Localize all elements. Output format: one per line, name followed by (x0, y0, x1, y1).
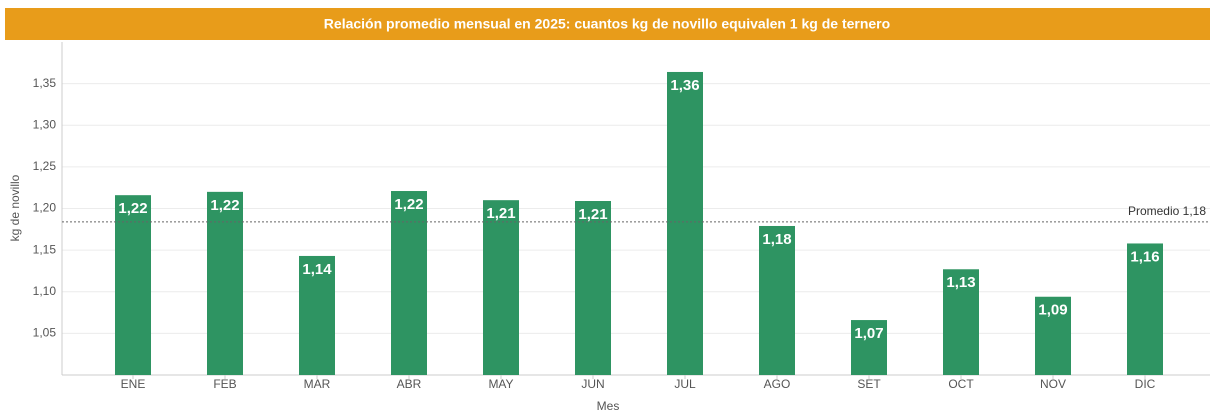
x-tick-label: ENE (121, 377, 146, 391)
bar (667, 71, 703, 375)
bar (575, 201, 611, 375)
reference-label: Promedio 1,18 (1128, 204, 1206, 218)
y-tick-label: 1,10 (33, 284, 57, 298)
value-label: 1,18 (762, 231, 791, 248)
bar (1035, 296, 1071, 375)
y-tick-label: 1,35 (33, 76, 57, 90)
value-label: 1,21 (578, 206, 607, 223)
value-label: 1,22 (210, 197, 239, 214)
value-label: 1,07 (854, 325, 883, 342)
x-tick-label: JUL (674, 377, 696, 391)
value-label: 1,09 (1038, 302, 1067, 319)
bar (299, 255, 335, 375)
x-tick-label: SET (857, 377, 881, 391)
x-tick-label: ABR (397, 377, 422, 391)
y-tick-label: 1,20 (33, 201, 57, 215)
bar (207, 191, 243, 375)
y-tick-label: 1,15 (33, 242, 57, 256)
bar (391, 191, 427, 375)
x-axis-label: Mes (597, 399, 620, 413)
x-tick-label: MAR (304, 377, 331, 391)
y-tick-label: 1,25 (33, 159, 57, 173)
value-label: 1,21 (486, 205, 515, 222)
bar (759, 225, 795, 375)
x-tick-label: MAY (488, 377, 513, 391)
x-tick-label: JUN (581, 377, 604, 391)
bar (1127, 243, 1163, 375)
bar (851, 320, 887, 375)
bar (483, 200, 519, 375)
x-tick-label: DIC (1135, 377, 1156, 391)
value-label: 1,36 (670, 77, 699, 94)
y-tick-label: 1,05 (33, 326, 57, 340)
x-tick-label: OCT (948, 377, 974, 391)
x-tick-label: FEB (213, 377, 236, 391)
value-label: 1,14 (302, 261, 332, 278)
value-label: 1,22 (394, 196, 423, 213)
y-axis-label: kg de novillo (8, 174, 22, 241)
y-tick-label: 1,30 (33, 117, 57, 131)
bar (115, 195, 151, 375)
bar (943, 269, 979, 375)
x-tick-label: NOV (1040, 377, 1066, 391)
value-label: 1,16 (1130, 248, 1159, 265)
x-tick-label: AGO (764, 377, 791, 391)
chart-title: Relación promedio mensual en 2025: cuant… (324, 16, 890, 32)
value-label: 1,22 (118, 200, 147, 217)
value-label: 1,13 (946, 274, 975, 291)
title-bar (5, 8, 1210, 40)
